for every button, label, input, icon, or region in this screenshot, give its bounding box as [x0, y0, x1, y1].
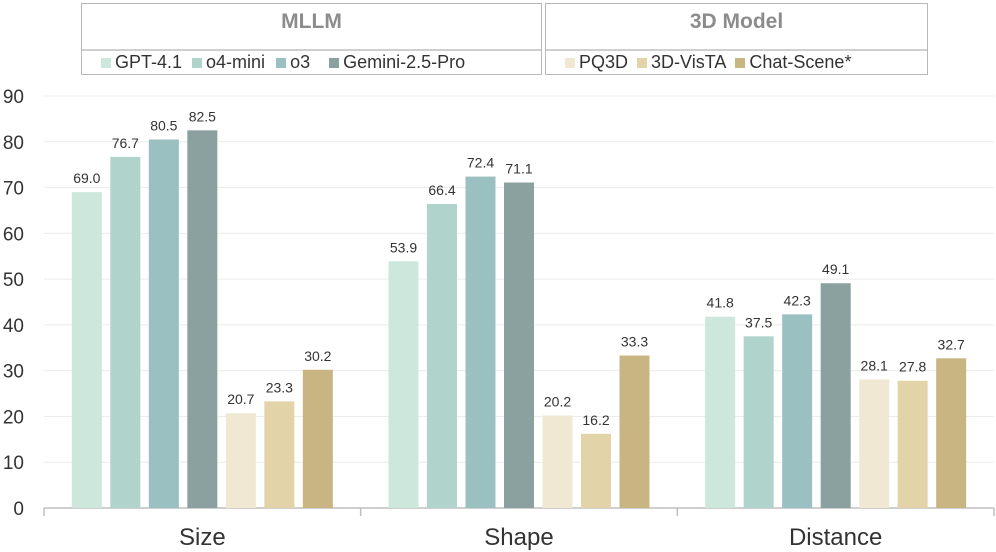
data-label: 53.9: [390, 239, 417, 255]
legend-3d-model: 3D Model PQ3D 3D-VisTA Chat-Scene*: [545, 3, 928, 75]
legend-swatch: [637, 57, 648, 68]
legend-label: o3: [290, 52, 311, 72]
bar: [264, 401, 295, 508]
legend-swatch: [101, 57, 111, 68]
legend-label: GPT-4.1: [115, 52, 183, 72]
bar: [897, 380, 928, 508]
data-label: 23.3: [266, 379, 293, 395]
bar: [705, 316, 736, 508]
bar: [148, 139, 179, 508]
bar: [820, 283, 851, 508]
x-tick-label: Shape: [484, 524, 553, 551]
bar: [542, 415, 573, 508]
legend-title-mllm: MLLM: [281, 10, 342, 33]
data-label: 28.1: [861, 357, 888, 373]
y-tick-label: 70: [3, 179, 24, 200]
legend-swatch: [276, 57, 287, 68]
legend-mllm: MLLM GPT-4.1 o4-mini o3 Gemini-2.5-Pro: [81, 3, 542, 75]
data-label: 30.2: [304, 348, 331, 364]
y-tick-label: 0: [13, 499, 24, 520]
data-label: 33.3: [621, 334, 648, 350]
data-label: 76.7: [112, 135, 139, 151]
legend-swatch: [565, 57, 575, 68]
bar: [859, 379, 890, 508]
data-label: 80.5: [150, 117, 177, 133]
data-label: 37.5: [745, 314, 772, 330]
y-tick-label: 90: [3, 87, 24, 108]
data-label: 20.7: [227, 391, 254, 407]
legend-item: 3D-VisTA: [637, 52, 726, 73]
data-label: 27.8: [899, 359, 926, 375]
x-tick-label: Distance: [789, 524, 882, 551]
bar: [743, 336, 774, 508]
bar: [388, 261, 419, 508]
legend-label: Gemini-2.5-Pro: [343, 52, 466, 72]
legend-items-mllm: GPT-4.1 o4-mini o3 Gemini-2.5-Pro: [82, 52, 541, 73]
legend-label: PQ3D: [579, 52, 629, 72]
legend-swatch: [735, 57, 746, 68]
bar: [782, 314, 813, 508]
data-label: 20.2: [544, 394, 571, 410]
y-tick-label: 60: [3, 224, 24, 245]
data-label: 32.7: [938, 336, 965, 352]
data-labels: 69.0 76.7 80.5 82.5 20.7 23.3 30.2 53.9 66.4 72.4…: [73, 108, 965, 428]
bar: [71, 192, 102, 508]
x-tick-label: Size: [179, 524, 226, 551]
bar: [427, 204, 457, 508]
legend-swatch: [192, 57, 203, 68]
data-label: 49.1: [822, 261, 849, 277]
y-tick-label: 80: [3, 133, 24, 154]
legend-label: o4-mini: [206, 52, 266, 72]
bar: [936, 358, 967, 508]
bar: [110, 156, 141, 508]
data-label: 72.4: [467, 155, 494, 171]
legend-title-3d-model: 3D Model: [689, 10, 784, 33]
y-tick-label: 10: [3, 453, 24, 474]
legend-label: 3D-VisTA: [651, 52, 727, 72]
legend-item: o4-mini: [192, 52, 265, 73]
data-label: 66.4: [428, 182, 455, 198]
data-label: 69.0: [73, 170, 100, 186]
y-tick-label: 40: [3, 316, 24, 337]
legend-item: o3: [276, 52, 310, 73]
legend-swatch: [329, 57, 340, 68]
bar: [465, 176, 496, 508]
legend-items-3d-model: PQ3D 3D-VisTA Chat-Scene*: [546, 52, 927, 73]
y-tick-label: 50: [3, 270, 24, 291]
legend-item: GPT-4.1: [101, 52, 182, 73]
data-label: 71.1: [505, 161, 532, 177]
data-label: 82.5: [189, 108, 216, 124]
bar: [187, 130, 218, 509]
y-tick-label: 30: [3, 362, 24, 383]
legend-item: PQ3D: [565, 52, 628, 73]
legend-item: Chat-Scene*: [735, 52, 851, 73]
bar: [302, 369, 333, 508]
legend-label: Chat-Scene*: [749, 52, 852, 72]
legend-item: Gemini-2.5-Pro: [329, 52, 465, 73]
bar: [504, 182, 534, 508]
data-label: 41.8: [707, 295, 734, 311]
data-label: 16.2: [582, 412, 609, 428]
bar: [225, 413, 256, 508]
bar: [619, 355, 650, 508]
bars: [71, 130, 967, 509]
data-label: 42.3: [784, 292, 811, 308]
y-tick-label: 20: [3, 407, 24, 428]
bar: [581, 433, 611, 508]
